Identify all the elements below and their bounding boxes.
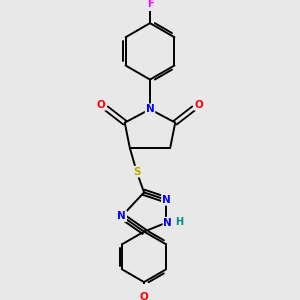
Text: N: N xyxy=(164,218,172,228)
Text: N: N xyxy=(117,211,126,221)
Text: O: O xyxy=(195,100,203,110)
Text: N: N xyxy=(162,195,171,205)
Text: O: O xyxy=(97,100,105,110)
Text: N: N xyxy=(146,104,154,114)
Text: H: H xyxy=(175,217,183,226)
Text: F: F xyxy=(147,0,153,9)
Text: O: O xyxy=(140,292,148,300)
Text: S: S xyxy=(133,167,140,177)
